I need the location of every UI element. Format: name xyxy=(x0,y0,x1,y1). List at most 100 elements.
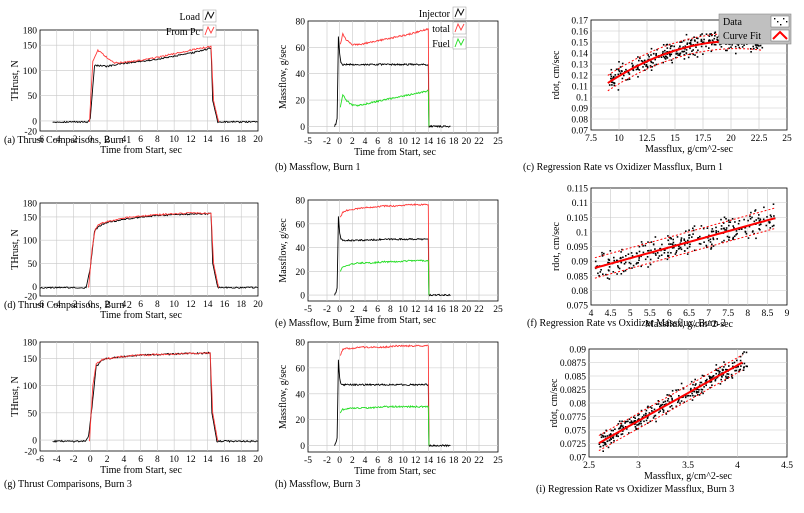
data-point xyxy=(727,219,730,221)
data-point xyxy=(638,423,640,426)
data-point xyxy=(686,247,689,250)
plot-area xyxy=(40,212,258,290)
data-point xyxy=(624,261,627,264)
data-point xyxy=(692,227,694,230)
data-point xyxy=(630,421,633,423)
data-point xyxy=(638,245,641,248)
data-point xyxy=(728,236,731,239)
legend-line-glyph xyxy=(204,25,215,36)
data-point xyxy=(610,81,613,83)
data-point xyxy=(680,237,683,239)
data-point xyxy=(723,227,725,230)
x-tick-label: 16 xyxy=(220,455,230,465)
x-tick-label: -5 xyxy=(304,305,312,315)
data-point xyxy=(627,71,630,74)
data-point xyxy=(648,412,651,414)
data-point xyxy=(675,56,677,59)
data-point xyxy=(652,62,654,64)
legend-line-glyph xyxy=(204,10,215,21)
data-point xyxy=(669,237,671,239)
data-point xyxy=(637,262,639,264)
data-point xyxy=(647,250,649,252)
data-point xyxy=(608,259,610,261)
x-tick-label: 0 xyxy=(88,455,93,465)
data-point xyxy=(759,44,762,47)
data-point xyxy=(728,47,730,49)
data-point xyxy=(619,425,622,428)
data-point xyxy=(617,69,620,71)
x-tick-label: 25 xyxy=(493,137,503,147)
y-tick-label: 0.1 xyxy=(576,94,588,104)
x-tick-label: 2 xyxy=(350,305,355,315)
y-tick-label: 0.085 xyxy=(565,373,587,383)
y-tick-label: 0.105 xyxy=(567,214,589,224)
panel-caption: (g) Thrust Comparisons, Burn 3 xyxy=(4,479,132,490)
data-point xyxy=(695,391,698,393)
data-point xyxy=(720,378,722,381)
data-point xyxy=(697,391,700,393)
y-tick-label: 0.17 xyxy=(571,17,588,27)
data-point xyxy=(643,414,645,416)
data-point xyxy=(663,249,666,251)
data-point xyxy=(607,261,609,264)
data-point xyxy=(606,440,609,443)
data-point xyxy=(636,419,639,421)
data-point xyxy=(608,434,611,436)
y-tick-label: 0.07 xyxy=(569,454,586,464)
data-point xyxy=(683,58,686,60)
data-point xyxy=(696,388,699,391)
x-tick-label: -2 xyxy=(323,305,331,315)
x-tick-label: 25 xyxy=(493,456,503,466)
data-point xyxy=(666,43,669,46)
y-tick-label: -20 xyxy=(24,128,37,138)
data-point xyxy=(718,373,721,375)
data-point xyxy=(640,409,643,412)
data-point xyxy=(623,74,625,77)
data-point xyxy=(753,220,756,223)
data-point xyxy=(620,251,622,253)
data-point xyxy=(743,218,745,221)
data-point xyxy=(611,84,613,86)
data-point xyxy=(666,258,669,261)
x-axis-label: Time from Start, sec xyxy=(100,465,182,476)
data-point xyxy=(636,262,638,264)
data-point xyxy=(766,216,768,218)
x-tick-label: -4 xyxy=(53,455,61,465)
x-tick-label: 6 xyxy=(375,137,380,147)
data-point xyxy=(716,36,719,39)
y-tick-label: 180 xyxy=(23,200,38,210)
data-point xyxy=(678,54,681,57)
data-point xyxy=(596,265,599,267)
data-point xyxy=(740,228,743,230)
data-point xyxy=(759,228,761,231)
data-point xyxy=(638,259,640,261)
data-point xyxy=(696,56,699,58)
data-point xyxy=(732,365,734,368)
plot-area xyxy=(334,344,451,448)
legend-label: From Pc xyxy=(166,27,201,38)
data-point xyxy=(707,239,710,242)
data-point xyxy=(631,255,634,257)
data-point xyxy=(621,420,623,423)
data-point xyxy=(689,43,692,45)
y-tick-label: 40 xyxy=(296,70,306,80)
x-tick-label: 12 xyxy=(411,456,421,466)
data-point xyxy=(631,62,633,65)
data-point xyxy=(655,420,657,423)
data-point xyxy=(671,390,674,392)
data-point xyxy=(673,45,675,48)
data-point xyxy=(617,423,620,425)
data-point xyxy=(680,240,682,242)
data-point xyxy=(727,373,730,375)
data-point xyxy=(650,54,652,56)
plot-frame xyxy=(39,341,259,452)
data-point xyxy=(613,259,615,262)
data-point xyxy=(612,271,615,273)
data-point xyxy=(700,391,703,393)
data-point xyxy=(644,258,647,261)
data-point xyxy=(660,404,662,407)
x-tick-label: -6 xyxy=(36,300,44,310)
data-point xyxy=(675,389,677,391)
data-point xyxy=(621,248,623,251)
data-point xyxy=(601,255,604,257)
